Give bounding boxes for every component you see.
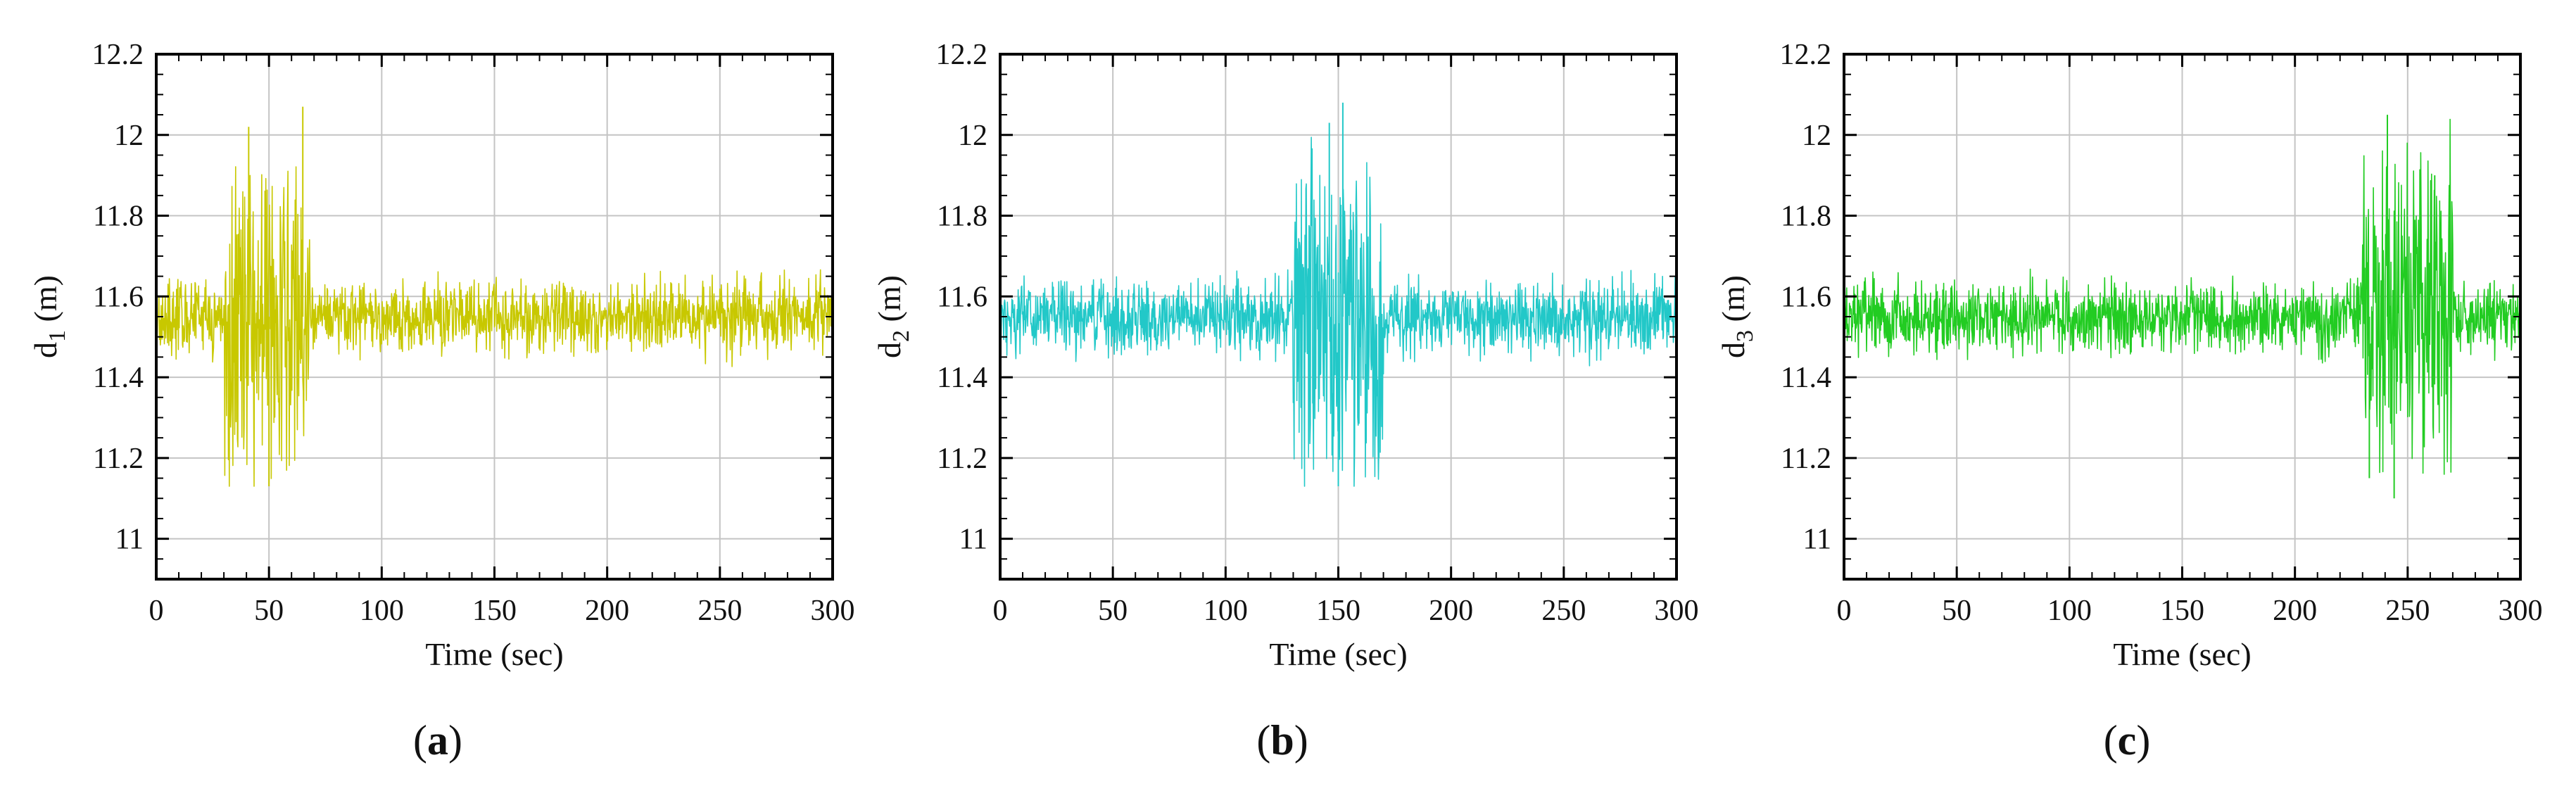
y-axis-title: d3 (m) — [1715, 275, 1758, 358]
x-tick-label: 0 — [1837, 595, 1852, 627]
x-tick-label: 300 — [1655, 595, 1699, 627]
ticks — [155, 53, 834, 580]
x-tick-label: 50 — [254, 595, 284, 627]
x-tick-label: 150 — [472, 595, 517, 627]
y-tick-label: 11.8 — [93, 201, 144, 233]
x-tick-label: 200 — [2273, 595, 2317, 627]
x-tick-label: 100 — [1204, 595, 1248, 627]
y-tick-label: 11 — [115, 524, 144, 556]
y-tick-label: 11.4 — [937, 362, 987, 394]
x-axis-title: Time (sec) — [2113, 636, 2251, 672]
chart-panel-c: 0 50 100 150 200 250 300 11 11.2 11.4 11.6 11.8 12 12… — [1715, 39, 2543, 672]
ticks — [1843, 53, 2522, 580]
y-tick-label: 11.2 — [1781, 443, 1831, 475]
y-tick-label: 11.2 — [937, 443, 987, 475]
x-tick-label: 250 — [2385, 595, 2430, 627]
panel-label-a: (a) — [413, 717, 462, 764]
x-tick-label: 300 — [811, 595, 855, 627]
x-tick-label: 50 — [1098, 595, 1128, 627]
y-tick-label: 11.8 — [937, 201, 987, 233]
x-tick-label: 100 — [360, 595, 404, 627]
x-tick-label: 200 — [1429, 595, 1473, 627]
x-tick-label: 0 — [149, 595, 164, 627]
x-tick-label: 100 — [2047, 595, 2092, 627]
y-axis-title: d1 (m) — [27, 275, 70, 358]
ticks — [999, 53, 1678, 580]
y-tick-label: 11.6 — [937, 281, 987, 313]
y-axis-title: d2 (m) — [871, 275, 914, 358]
y-tick-label: 11.6 — [93, 281, 144, 313]
x-tick-label: 200 — [585, 595, 629, 627]
chart-panel-b: 0 50 100 150 200 250 300 11 11.2 11.4 11.6 11.8 12 12… — [871, 39, 1699, 672]
x-tick-label: 50 — [1942, 595, 1971, 627]
y-tick-label: 11 — [959, 524, 987, 556]
y-tick-label: 12.2 — [936, 39, 988, 71]
y-tick-label: 11.6 — [1781, 281, 1831, 313]
y-tick-label: 11.4 — [93, 362, 144, 394]
y-tick-label: 11 — [1803, 524, 1831, 556]
y-tick-label: 12 — [1802, 120, 1831, 152]
chart-panel-a: 0 50 100 150 200 250 300 11 11.2 11.4 11.6 11.8 12 12… — [27, 39, 855, 672]
x-axis-title: Time (sec) — [425, 636, 563, 672]
x-axis-title: Time (sec) — [1269, 636, 1407, 672]
y-tick-label: 12.2 — [1780, 39, 1832, 71]
x-tick-label: 250 — [1541, 595, 1586, 627]
y-tick-label: 11.2 — [93, 443, 144, 475]
y-tick-label: 12 — [958, 120, 987, 152]
y-tick-label: 11.8 — [1781, 201, 1831, 233]
x-tick-label: 250 — [697, 595, 742, 627]
y-tick-label: 12 — [114, 120, 144, 152]
x-tick-label: 150 — [2160, 595, 2204, 627]
x-tick-label: 150 — [1316, 595, 1360, 627]
panel-label-b: (b) — [1256, 717, 1308, 764]
y-tick-label: 11.4 — [1781, 362, 1831, 394]
x-tick-label: 300 — [2499, 595, 2543, 627]
series-line-d1 — [156, 166, 833, 487]
panel-label-c: (c) — [2103, 717, 2151, 764]
y-tick-label: 12.2 — [92, 39, 144, 71]
x-tick-label: 0 — [993, 595, 1008, 627]
series-line-d3 — [1843, 118, 2521, 475]
series-line-d2 — [999, 137, 1677, 487]
